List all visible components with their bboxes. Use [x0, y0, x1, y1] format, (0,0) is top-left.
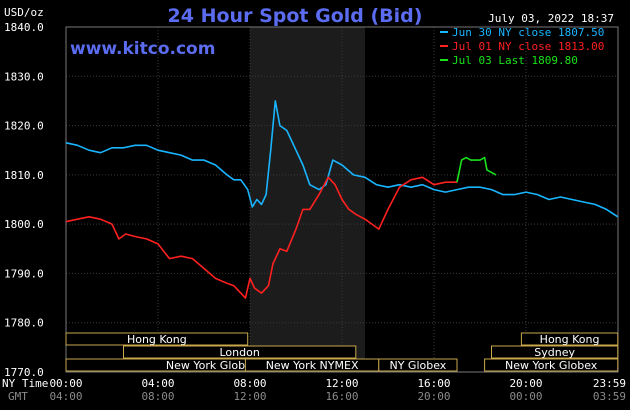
unit-label: USD/oz [4, 6, 44, 19]
x-tick-label-ny: 08:00 [233, 377, 266, 390]
session-box-frame [491, 345, 619, 359]
y-tick-label: 1770.0 [4, 366, 44, 379]
y-tick-label: 1830.0 [4, 70, 44, 83]
x-tick-label-gmt: 03:59 [593, 390, 626, 403]
legend-item: Jul 01 NY close 1813.00 [440, 40, 604, 53]
session-label: London [219, 346, 259, 359]
legend-label: Jun 30 NY close 1807.50 [452, 26, 604, 39]
session-box-frame [65, 332, 249, 346]
session-label: Hong Kong [540, 333, 600, 346]
x-tick-label-ny: 04:00 [141, 377, 174, 390]
session-box-frame [484, 358, 619, 372]
series-line [456, 156, 497, 183]
session-label: Hong Kong [127, 333, 187, 346]
x-tick-label-ny: 16:00 [417, 377, 450, 390]
session-box: London [123, 345, 357, 359]
legend-label: Jul 01 NY close 1813.00 [452, 40, 604, 53]
plot-frame [65, 26, 619, 373]
session-label: NY Globex [389, 359, 446, 372]
x-tick-label-gmt: 12:00 [233, 390, 266, 403]
ny-time-label: NY Time [2, 377, 48, 390]
y-tick-label: 1840.0 [4, 21, 44, 34]
y-axis: 1770.0 1780.0 1790.0 1800.0 1810.0 1820.0 1830… [4, 21, 44, 379]
legend-item: Jul 03 Last 1809.80 [440, 54, 578, 67]
session-box-frame [520, 332, 619, 346]
x-tick-label-ny: 00:00 [49, 377, 82, 390]
legend-item: Jun 30 NY close 1807.50 [440, 26, 604, 39]
x-tick-label-gmt: 00:00 [509, 390, 542, 403]
session-box: Hong Kong [520, 332, 619, 346]
x-tick-label-gmt: 08:00 [141, 390, 174, 403]
session-box: Hong Kong [65, 332, 249, 346]
y-tick-label: 1820.0 [4, 120, 44, 133]
legend-label: Jul 03 Last 1809.80 [452, 54, 578, 67]
session-box-frame [378, 358, 458, 372]
series-line [65, 176, 457, 299]
y-tick-label: 1810.0 [4, 169, 44, 182]
x-axis: NY Time GMT 00:00 04:00 08:00 12:00 16:00 20:… [2, 377, 626, 403]
plot-area [65, 26, 619, 373]
y-tick-label: 1800.0 [4, 218, 44, 231]
x-tick-label-gmt: 04:00 [49, 390, 82, 403]
session-box: New York Globex [484, 358, 619, 372]
chart-title: 24 Hour Spot Gold (Bid) [168, 5, 423, 27]
session-box: Sydney [491, 345, 619, 359]
x-tick-label-ny: 23:59 [593, 377, 626, 390]
highlight-band [250, 27, 365, 372]
website-label: www.kitco.com [70, 39, 215, 59]
x-tick-label-gmt: 20:00 [417, 390, 450, 403]
session-label: Sydney [534, 346, 575, 359]
y-tick-label: 1790.0 [4, 267, 44, 280]
price-series [65, 100, 619, 299]
session-box: New York NYMEX [244, 358, 380, 372]
session-box-frame [123, 345, 357, 359]
session-label: New York Globex [505, 359, 598, 372]
gmt-label: GMT [8, 390, 28, 403]
session-box: NY Globex [378, 358, 458, 372]
session-label: New York NYMEX [266, 359, 359, 372]
chart-date: July 03, 2022 18:37 [488, 12, 614, 25]
x-tick-label-ny: 12:00 [325, 377, 358, 390]
series-line [65, 100, 619, 218]
x-tick-label-ny: 20:00 [509, 377, 542, 390]
x-tick-label-gmt: 16:00 [325, 390, 358, 403]
y-tick-label: 1780.0 [4, 317, 44, 330]
session-label: New York Globex [166, 359, 259, 372]
